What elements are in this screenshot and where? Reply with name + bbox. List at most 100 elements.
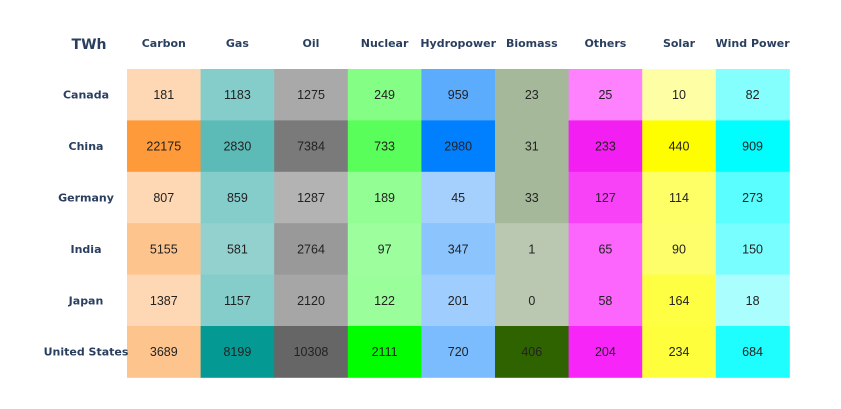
heatmap-cell [715,120,790,173]
cell-value-label: 82 [746,88,760,102]
heatmap-cell [642,120,717,173]
cell-value-label: 733 [374,140,395,154]
cell-value-label: 0 [528,294,535,308]
heatmap-cell [495,274,569,327]
column-header: Others [584,37,626,50]
heatmap-cell [274,223,349,275]
cell-value-label: 959 [448,88,469,102]
cell-value-label: 859 [227,191,248,205]
cell-value-label: 65 [598,242,612,256]
heatmap-cell [421,223,496,275]
column-header: Carbon [142,37,186,50]
heatmap-cell [568,120,643,173]
cell-value-label: 3689 [150,345,178,359]
row-header: Canada [63,89,109,102]
column-headers: Carbon Gas Oil Nuclear Hydropower Biomass Othe… [142,37,791,50]
heatmap-cell [495,69,569,121]
cell-value-label: 23 [525,88,539,102]
cell-value-label: 233 [595,140,616,154]
heatmap-cell [200,223,275,275]
heatmap-cell [127,326,201,378]
heatmap-cell [495,120,569,173]
heatmap-cell [568,171,643,224]
heatmap-cell [127,223,201,275]
heatmap-cell [421,171,496,224]
cell-value-label: 8199 [223,345,251,359]
cell-value-label: 1275 [297,88,325,102]
heatmap-cell [347,326,422,378]
cell-value-label: 7384 [297,140,325,154]
cell-value-label: 58 [598,294,612,308]
heatmap-cell [421,69,496,121]
cell-value-label: 249 [374,88,395,102]
cell-value-label: 684 [742,345,763,359]
cell-value-label: 2980 [444,140,472,154]
cell-value-label: 164 [669,294,690,308]
row-header: United States [44,346,129,359]
heatmap-cell [421,326,496,378]
row-header: Germany [58,192,114,205]
heatmap-cell [715,326,790,378]
row-header: China [69,140,104,153]
heatmap-cell [568,69,643,121]
heatmap-cell [715,223,790,275]
heatmap-cell [127,171,201,224]
heatmap-cell [642,171,717,224]
cell-value-label: 5155 [150,242,178,256]
heatmap-cell [127,274,201,327]
heatmap-cell [568,326,643,378]
heatmap-cell [421,120,496,173]
cell-value-label: 25 [598,88,612,102]
cell-value-label: 2830 [223,140,251,154]
row-header: India [71,243,102,256]
cell-value-label: 720 [448,345,469,359]
cell-value-label: 10 [672,88,686,102]
cell-value-label: 347 [448,242,469,256]
cell-value-label: 10308 [294,345,329,359]
cell-value-label: 2111 [372,345,398,359]
heatmap-cell [274,171,349,224]
heatmap-cell [495,171,569,224]
cell-value-label: 273 [742,191,763,205]
heatmap-cell [715,171,790,224]
heatmap-cell [274,69,349,121]
heatmap-cell [642,326,717,378]
heatmap-cell [127,120,201,173]
cell-value-label: 1387 [150,294,178,308]
heatmap-cell [200,69,275,121]
heatmap-cell [568,223,643,275]
column-header: Wind Power [716,37,791,50]
cell-value-label: 1183 [224,88,251,102]
cell-value-label: 97 [378,242,392,256]
heatmap-cell [200,120,275,173]
cell-value-label: 440 [669,140,690,154]
cell-value-label: 22175 [146,140,181,154]
row-header: Japan [68,294,104,307]
heatmap-cell [347,69,422,121]
corner-unit-label: TWh [72,37,107,53]
cell-value-label: 201 [448,294,469,308]
cell-value-label: 406 [521,345,542,359]
heatmap-cell [642,274,717,327]
cell-value-label: 909 [742,140,763,154]
row-headers: Canada China Germany India Japan United State… [44,89,129,359]
heatmap-cell [642,223,717,275]
heatmap-cell [642,69,717,121]
heatmap-cell [568,274,643,327]
cell-value-label: 1 [528,242,535,256]
cell-value-label: 127 [595,191,616,205]
column-header: Hydropower [420,37,496,50]
heatmap-cell [200,171,275,224]
heatmap-cell [347,274,422,327]
cell-value-label: 33 [525,191,539,205]
heatmap-cell [274,120,349,173]
cell-value-label: 581 [227,242,248,256]
cell-value-label: 122 [374,294,395,308]
cell-value-label: 181 [153,88,174,102]
heatmap-cell [495,223,569,275]
cell-value-label: 18 [746,294,760,308]
heatmap-cell [715,69,790,121]
column-header: Solar [663,37,696,50]
